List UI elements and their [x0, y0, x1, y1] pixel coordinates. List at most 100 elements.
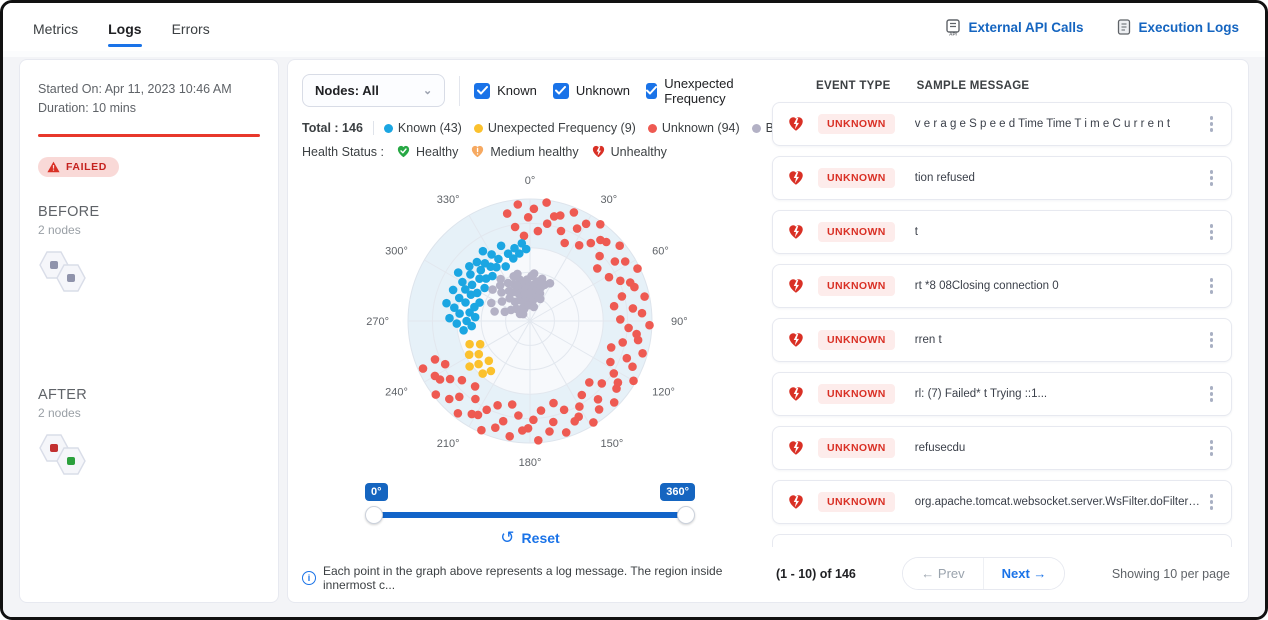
data-point-baseline[interactable]	[495, 281, 505, 290]
data-point-unknown[interactable]	[529, 415, 538, 425]
row-menu-kebab-icon[interactable]	[1204, 490, 1220, 514]
data-point-unknown[interactable]	[505, 432, 514, 441]
data-point-unknown[interactable]	[523, 213, 533, 222]
data-point-known[interactable]	[475, 274, 484, 283]
data-point-unknown[interactable]	[510, 222, 520, 232]
row-menu-kebab-icon[interactable]	[1204, 166, 1220, 190]
data-point-baseline[interactable]	[497, 288, 506, 297]
data-point-unknown[interactable]	[610, 257, 620, 266]
data-point-unknown[interactable]	[633, 335, 643, 345]
row-menu-kebab-icon[interactable]	[1204, 112, 1220, 136]
data-point-unknown[interactable]	[491, 423, 500, 432]
data-point-known[interactable]	[488, 271, 497, 281]
data-point-unknown[interactable]	[430, 371, 440, 381]
data-point-known[interactable]	[455, 309, 464, 318]
data-point-known[interactable]	[472, 257, 482, 267]
nodes-dropdown[interactable]: Nodes: All ⌄	[302, 74, 446, 107]
execution-logs-link[interactable]: Execution Logs	[1117, 19, 1239, 35]
data-point-known[interactable]	[461, 298, 470, 307]
data-point-unknown[interactable]	[640, 292, 649, 301]
hexagon-node-icon[interactable]	[55, 262, 87, 294]
slider-track[interactable]	[373, 512, 687, 518]
data-point-known[interactable]	[461, 285, 470, 294]
row-menu-kebab-icon[interactable]	[1204, 328, 1220, 352]
data-point-unknown[interactable]	[507, 400, 517, 409]
data-point-unknown[interactable]	[620, 257, 630, 266]
tab-errors[interactable]: Errors	[172, 7, 210, 47]
data-point-unknown[interactable]	[574, 241, 584, 250]
table-row[interactable]: UNKNOWN rren t	[772, 318, 1232, 362]
data-point-unknown[interactable]	[519, 231, 529, 241]
data-point-unknown[interactable]	[618, 338, 627, 347]
data-point-unknown[interactable]	[585, 378, 594, 387]
data-point-unknown[interactable]	[629, 376, 638, 386]
data-point-unknown[interactable]	[596, 220, 605, 229]
data-point-unknown[interactable]	[609, 398, 619, 407]
data-point-unknown[interactable]	[602, 237, 611, 247]
table-row[interactable]: UNKNOWN refusecdu	[772, 426, 1232, 470]
data-point-unknown[interactable]	[630, 282, 639, 292]
data-point-unknown[interactable]	[498, 416, 508, 426]
data-point-unknown[interactable]	[628, 304, 638, 313]
data-point-unknown[interactable]	[477, 425, 486, 435]
data-point-unknown[interactable]	[471, 394, 480, 404]
data-point-unknown[interactable]	[514, 411, 523, 420]
data-point-unknown[interactable]	[645, 320, 654, 330]
table-row[interactable]: UNKNOWN org.apache.tomcat.websocket.serve…	[772, 480, 1232, 524]
data-point-known[interactable]	[465, 262, 474, 271]
data-point-unknown[interactable]	[581, 219, 591, 229]
data-point-known[interactable]	[480, 283, 489, 293]
data-point-unknown[interactable]	[482, 405, 491, 415]
data-point-unknown[interactable]	[609, 369, 619, 378]
polar-scatter-chart[interactable]: 0° 30° 60° 90° 120° 150° 180° 210° 240° 270° 300° 3…	[309, 161, 751, 481]
data-point-known[interactable]	[478, 246, 488, 256]
data-point-baseline[interactable]	[497, 297, 507, 306]
row-menu-kebab-icon[interactable]	[1204, 436, 1220, 460]
data-point-known[interactable]	[450, 303, 459, 312]
data-point-unknown[interactable]	[616, 276, 625, 286]
data-point-known[interactable]	[476, 265, 486, 275]
data-point-unknown[interactable]	[593, 264, 602, 273]
data-point-unknown[interactable]	[575, 402, 584, 411]
data-point-unknown[interactable]	[638, 349, 647, 358]
data-point-baseline[interactable]	[496, 274, 505, 284]
data-point-known[interactable]	[448, 285, 458, 295]
slider-handle-min[interactable]	[365, 506, 383, 524]
tab-logs[interactable]: Logs	[108, 7, 142, 47]
filter-checkbox-unknown[interactable]: Unknown	[552, 82, 630, 99]
data-point-known[interactable]	[452, 319, 462, 328]
data-point-unknown[interactable]	[518, 426, 527, 435]
data-point-baseline[interactable]	[490, 307, 499, 316]
data-point-unknown[interactable]	[467, 409, 477, 419]
data-point-known[interactable]	[442, 298, 451, 308]
data-point-unknown[interactable]	[529, 204, 539, 214]
data-point-baseline[interactable]	[487, 298, 496, 308]
data-point-known[interactable]	[466, 270, 475, 279]
data-point-unknown[interactable]	[615, 241, 624, 250]
data-point-unknown[interactable]	[453, 409, 463, 418]
data-point-known[interactable]	[472, 288, 482, 298]
data-point-known[interactable]	[475, 298, 484, 307]
data-point-unknown[interactable]	[609, 301, 619, 311]
data-point-known[interactable]	[454, 293, 464, 303]
data-point-unknown[interactable]	[418, 364, 428, 373]
data-point-unknown[interactable]	[556, 211, 565, 220]
data-point-known[interactable]	[458, 277, 467, 287]
data-point-known[interactable]	[515, 249, 524, 258]
data-point-unexpected-frequency[interactable]	[465, 362, 474, 371]
data-point-unknown[interactable]	[561, 428, 571, 437]
data-point-unknown[interactable]	[577, 390, 587, 400]
table-row[interactable]: UNKNOWN rt *8 08Closing connection 0	[772, 264, 1232, 308]
hexagon-node-icon[interactable]	[55, 445, 87, 477]
next-page-button[interactable]: Next →	[983, 558, 1065, 589]
data-point-unknown[interactable]	[594, 405, 604, 414]
data-point-unknown[interactable]	[534, 436, 543, 445]
data-point-unknown[interactable]	[617, 292, 627, 301]
data-point-unknown[interactable]	[637, 308, 647, 318]
table-row[interactable]: UNKNOWN rl: (7) Failed* t Trying ::1...	[772, 372, 1232, 416]
data-point-unknown[interactable]	[604, 272, 614, 282]
data-point-unknown[interactable]	[622, 353, 632, 363]
data-point-unknown[interactable]	[569, 208, 579, 217]
data-point-unknown[interactable]	[431, 390, 441, 399]
data-point-unknown[interactable]	[549, 417, 558, 427]
